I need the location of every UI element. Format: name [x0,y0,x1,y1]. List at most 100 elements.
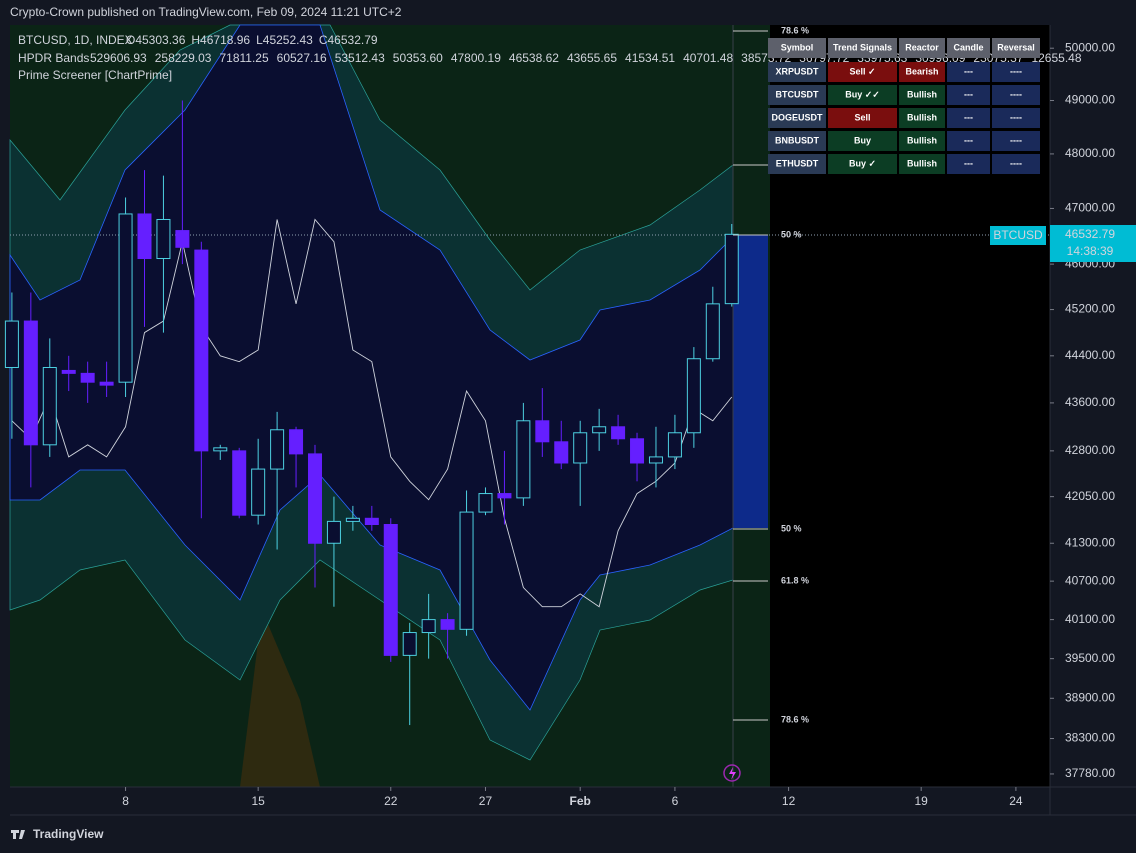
table-cell [899,62,945,82]
candle-body [23,320,38,446]
candle-body [118,213,133,383]
brown-zone [240,610,320,787]
table-cell-label: ---- [1010,135,1022,145]
table-cell [992,108,1040,128]
symbol-tag [990,226,1046,245]
candle-body [99,381,114,386]
alert-icon-bolt [729,767,736,780]
candle-body [497,493,512,499]
ohlc-label: C46532.79 [319,33,378,47]
header-title: Crypto-Crown published on TradingView.co… [10,5,402,19]
x-tick-label: 22 [384,794,398,808]
indicator-value: 40701.48 [683,51,733,65]
candle-body [307,453,322,544]
candle-body [42,367,57,446]
fib-label: 50 % [781,523,802,533]
x-tick-label: 6 [672,794,679,808]
y-tick-label: 38900.00 [1065,690,1115,704]
candle-body [175,230,190,248]
table-header-label: Candle [953,42,983,52]
table-header-label: Trend Signals [833,42,892,52]
table-cell [899,85,945,105]
indicator-value: 258229.03 [155,51,212,65]
table-header-label: Symbol [781,42,814,52]
table-cell-label: ---- [1010,112,1022,122]
x-tick-label: 8 [122,794,129,808]
y-tick-label: 45200.00 [1065,302,1115,316]
ohlc-label: O45303.36 [126,33,186,47]
table-header-cell [768,38,826,58]
candle-body [194,249,209,452]
inner-band [9,24,734,711]
table-cell-label: BNBUSDT [775,135,820,145]
alert-icon[interactable] [723,764,741,782]
candle-body [516,420,531,499]
candle-body [156,218,171,260]
table-cell-label: XRPUSDT [775,66,819,76]
basis-line [11,218,733,608]
candle-body [630,438,645,464]
table-cell [992,154,1040,174]
table-cell-label: ---- [1010,66,1022,76]
table-cell-label: Sell ✓ [849,66,875,76]
candle-body [251,468,266,516]
table-cell [768,154,826,174]
indicator-value: 60527.16 [277,51,327,65]
table-cell [947,62,990,82]
candle-body [648,456,663,464]
table-cell [768,85,826,105]
table-cell-label: Bearish [905,66,938,76]
projection-block [733,235,768,528]
table-cell-label: Buy ✓ [849,158,876,168]
x-tick-label: 27 [479,794,493,808]
table-header-label: Reactor [905,42,939,52]
y-tick-label: 43600.00 [1065,395,1115,409]
y-tick-label: 40100.00 [1065,612,1115,626]
table-cell-label: --- [964,66,973,76]
candle-body [421,619,436,634]
table-cell-label: --- [964,158,973,168]
candle-body [535,420,550,443]
table-cell [947,154,990,174]
symbol-tag-label: BTCUSD [993,228,1043,242]
y-tick-label: 39500.00 [1065,651,1115,665]
candle-body [686,358,701,434]
table-cell [899,131,945,151]
price-tag-label: 46532.79 [1065,227,1115,241]
table-cell-label: ---- [1010,158,1022,168]
ohlc-label: L45252.43 [256,33,313,47]
table-cell-label: Buy [854,135,871,145]
candle-body [724,233,739,305]
x-tick-label: 19 [915,794,929,808]
y-tick-label: 37780.00 [1065,766,1115,780]
table-cell [947,85,990,105]
table-cell-label: --- [964,135,973,145]
table-cell-label: --- [964,112,973,122]
table-cell [828,62,897,82]
table-cell-label: ETHUSDT [776,158,819,168]
x-tick-label: 15 [251,794,265,808]
candle-body [573,432,588,464]
candle-body [270,429,285,470]
x-tick-label: 12 [782,794,796,808]
indicator-value: 12655.48 [1031,51,1081,65]
x-tick-label: Feb [570,794,591,808]
table-cell-label: DOGEUSDT [771,112,823,122]
table-cell [828,131,897,151]
candle-body [705,303,720,360]
y-tick-label: 44400.00 [1065,348,1115,362]
x-tick-label: 24 [1009,794,1023,808]
candle-body [326,520,341,544]
indicator-value: 46538.62 [509,51,559,65]
table-cell [947,131,990,151]
table-header-cell [947,38,990,58]
candle-body [611,426,626,440]
candle-body [402,632,417,656]
table-header-cell [992,38,1040,58]
candle-body [554,441,569,464]
table-header-cell [828,38,897,58]
fib-label: 78.6 % [781,25,809,35]
candle-body [4,320,19,369]
fib-label: 61.8 % [781,575,809,585]
table-cell [768,62,826,82]
